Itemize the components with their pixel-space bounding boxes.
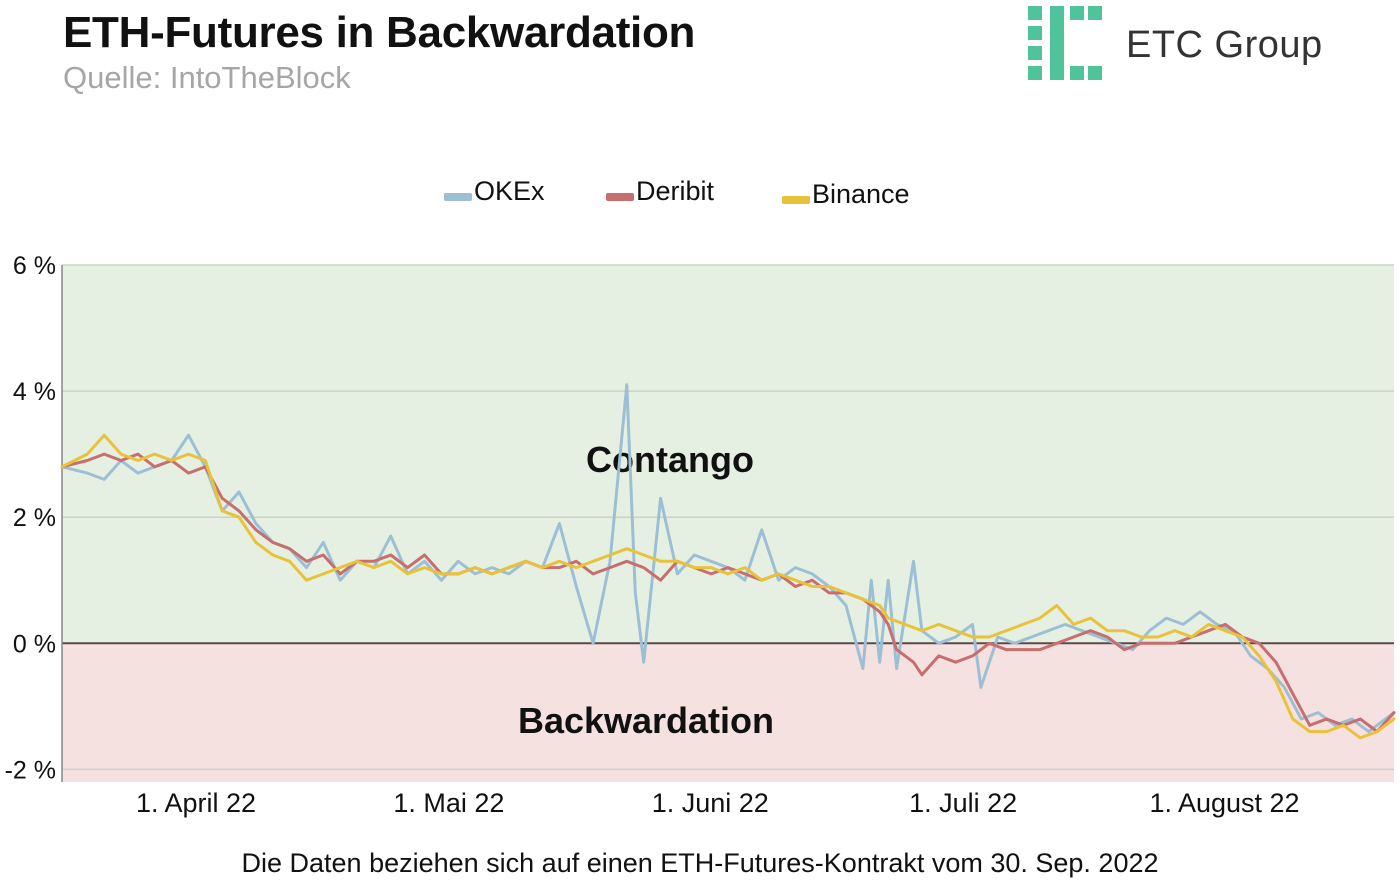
region-contango xyxy=(62,265,1394,644)
legend-label-binance: Binance xyxy=(812,179,910,209)
legend-item-deribit: Deribit xyxy=(606,176,714,207)
chart-title: ETH-Futures in Backwardation xyxy=(63,8,696,57)
region-label-backwardation: Backwardation xyxy=(518,700,774,741)
x-tick-label: 1. Juli 22 xyxy=(909,788,1017,818)
x-tick-label: 1. August 22 xyxy=(1149,788,1299,818)
legend-item-okex: OKEx xyxy=(444,176,545,207)
series-line-binance xyxy=(60,433,1396,740)
legend-swatch-okex xyxy=(444,192,472,201)
legend-swatch-deribit xyxy=(606,192,634,201)
region-backwardation xyxy=(62,643,1394,782)
y-tick-label: -2 % xyxy=(5,756,56,784)
series-line-okex xyxy=(60,383,1396,734)
x-tick-label: 1. Juni 22 xyxy=(652,788,769,818)
legend-item-binance: Binance xyxy=(782,179,910,210)
etc-group-logo: ETC Group xyxy=(1026,4,1386,84)
series-line-deribit xyxy=(60,452,1396,734)
legend: OKEx Deribit Binance xyxy=(0,176,1400,216)
y-tick-label: 2 % xyxy=(13,504,56,532)
footnote: Die Daten beziehen sich auf einen ETH-Fu… xyxy=(241,848,1159,878)
legend-label-okex: OKEx xyxy=(474,176,545,206)
y-tick-label: 0 % xyxy=(13,630,56,658)
y-tick-label: 4 % xyxy=(13,378,56,406)
legend-swatch-binance xyxy=(782,195,810,204)
x-tick-label: 1. April 22 xyxy=(136,788,256,818)
etc-logo-icon xyxy=(1028,6,1102,80)
legend-label-deribit: Deribit xyxy=(636,176,715,206)
y-tick-label: 6 % xyxy=(13,252,56,280)
x-tick-label: 1. Mai 22 xyxy=(393,788,504,818)
etc-logo-text: ETC Group xyxy=(1126,24,1323,66)
chart-subtitle: Quelle: IntoTheBlock xyxy=(63,60,351,95)
region-label-contango: Contango xyxy=(586,439,754,480)
